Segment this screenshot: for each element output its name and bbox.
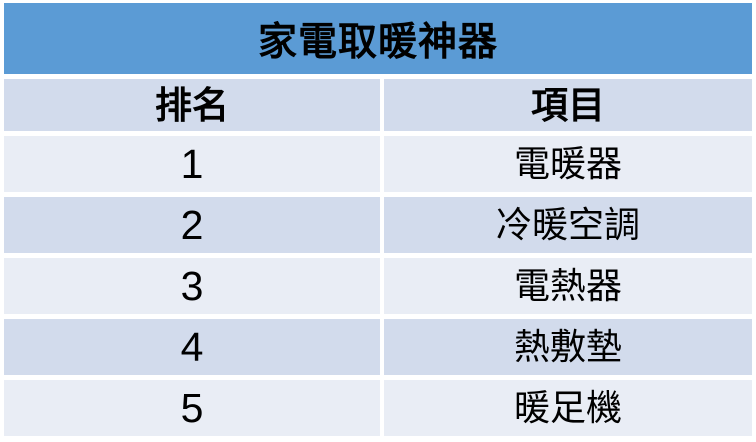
rank-cell: 2 — [4, 197, 380, 253]
table-row: 5 暖足機 — [4, 380, 752, 436]
table-row: 2 冷暖空調 — [4, 197, 752, 253]
rank-value: 2 — [180, 201, 204, 248]
rank-value: 1 — [180, 140, 204, 187]
table-row: 3 電熱器 — [4, 258, 752, 314]
table-title-text: 家電取暖神器 — [257, 20, 498, 64]
column-header-rank: 排名 — [4, 79, 380, 131]
rank-cell: 5 — [4, 380, 380, 436]
item-cell: 電暖器 — [384, 136, 752, 192]
table-row: 4 熱敷墊 — [4, 319, 752, 375]
item-cell: 冷暖空調 — [384, 197, 752, 253]
rank-value: 3 — [180, 262, 204, 309]
table-row: 1 電暖器 — [4, 136, 752, 192]
item-cell: 暖足機 — [384, 380, 752, 436]
rank-cell: 3 — [4, 258, 380, 314]
column-header-item: 項目 — [384, 79, 752, 131]
rank-cell: 1 — [4, 136, 380, 192]
item-cell: 熱敷墊 — [384, 319, 752, 375]
rank-value: 5 — [180, 384, 204, 431]
rank-value: 4 — [180, 323, 204, 370]
table-title: 家電取暖神器 — [4, 3, 752, 74]
table-header-row: 排名 項目 — [4, 79, 752, 131]
item-cell: 電熱器 — [384, 258, 752, 314]
rank-cell: 4 — [4, 319, 380, 375]
